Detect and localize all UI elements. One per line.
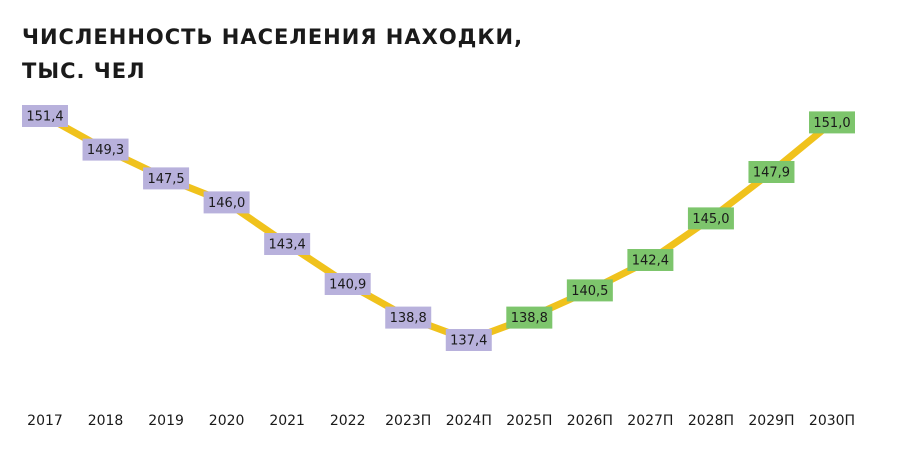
x-tick-label: 2023П (385, 413, 431, 429)
x-tick-label: 2030П (809, 413, 855, 429)
value-label-box (264, 233, 311, 255)
value-label-box (506, 306, 553, 329)
x-tick-label: 2022 (330, 413, 366, 429)
value-label: 146,0 (208, 196, 245, 211)
value-label: 138,8 (511, 311, 548, 326)
value-label: 147,9 (753, 166, 790, 181)
value-label-box (748, 161, 795, 183)
x-tick-label: 2017 (27, 413, 63, 429)
value-label-box (566, 279, 613, 302)
value-label-box (385, 306, 432, 329)
x-tick-label: 2028П (688, 413, 734, 429)
value-label: 143,4 (269, 238, 306, 253)
value-label: 142,4 (632, 254, 669, 269)
value-label-box (687, 207, 734, 230)
x-tick-label: 2027П (627, 413, 673, 429)
value-label-box (22, 105, 68, 127)
chart-title: ТЫС. ЧЕЛ (22, 59, 146, 83)
x-tick-label: 2024П (446, 413, 492, 429)
x-tick-label: 2025П (506, 413, 552, 429)
x-tick-label: 2021 (269, 413, 305, 429)
value-label-box (82, 138, 129, 161)
value-label: 147,5 (147, 172, 184, 187)
value-label-box (809, 111, 855, 134)
value-label: 145,0 (692, 212, 729, 227)
chart-title: ЧИСЛЕННОСТЬ НАСЕЛЕНИЯ НАХОДКИ, (22, 25, 523, 49)
value-label: 140,9 (329, 278, 366, 293)
x-tick-label: 2026П (567, 413, 613, 429)
value-label: 140,5 (571, 284, 608, 299)
value-label-box (627, 249, 674, 271)
value-label-box (324, 273, 371, 295)
value-label: 149,3 (87, 143, 124, 158)
value-label: 137,4 (450, 334, 487, 349)
value-label-box (203, 191, 250, 214)
x-tick-label: 2018 (88, 413, 124, 429)
x-tick-label: 2019 (148, 413, 184, 429)
value-label: 151,4 (26, 110, 63, 125)
value-label-box (143, 167, 190, 190)
value-label: 138,8 (390, 311, 427, 326)
value-label-box (445, 329, 492, 351)
x-tick-label: 2029П (748, 413, 794, 429)
value-label: 151,0 (813, 116, 850, 131)
x-tick-label: 2020 (209, 413, 245, 429)
